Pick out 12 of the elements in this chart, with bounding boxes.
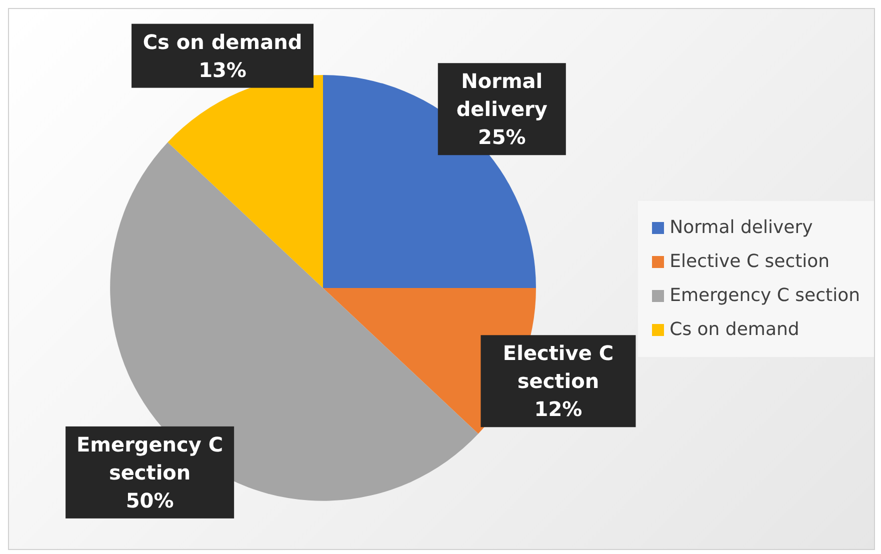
legend-label: Elective C section [670,250,830,274]
data-label: 25% [478,125,526,150]
slice-label: Emergency C section [76,432,224,484]
data-label: 13% [198,58,246,82]
legend-label: Emergency C section [670,284,860,308]
data-label: 50% [126,488,174,512]
data-label: 12% [534,397,582,422]
legend-label: Cs on demand [670,318,800,342]
slice-label: Elective C section [502,341,614,394]
slice-label: Cs on demand [142,30,302,54]
legend-label: Normal delivery [670,216,813,240]
slice-label: Normal delivery [456,69,548,122]
